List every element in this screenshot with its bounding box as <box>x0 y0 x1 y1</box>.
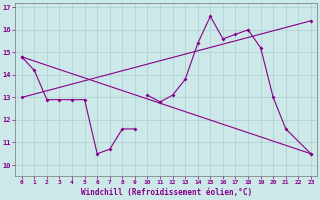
X-axis label: Windchill (Refroidissement éolien,°C): Windchill (Refroidissement éolien,°C) <box>81 188 252 197</box>
